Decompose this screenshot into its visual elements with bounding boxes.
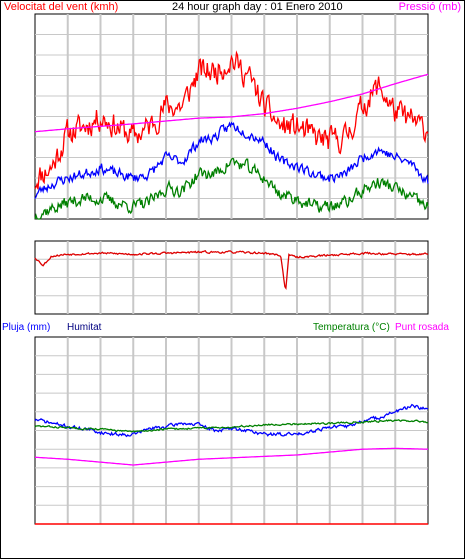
average-line (34, 121, 429, 199)
wind-panel (34, 13, 429, 220)
dewpoint-label: Punt rosada (395, 322, 449, 333)
direction-panel (34, 240, 429, 315)
temperature-label: Temperatura (°C) (313, 322, 390, 333)
rain-label: Pluja (mm) (2, 322, 50, 333)
direction-line (34, 250, 429, 291)
climate-panel (34, 336, 429, 525)
pressure-label: Pressió (mb) (399, 1, 461, 13)
direction-grid (35, 241, 428, 314)
wind-speed-label: Velocitat del vent (kmh) (4, 1, 118, 13)
min_wind-line (34, 157, 429, 220)
pressure-line (34, 73, 429, 133)
dewpoint-line (35, 447, 428, 466)
chart-title: 24 hour graph day : 01 Enero 2010 (172, 1, 343, 13)
climate-series (34, 403, 429, 525)
gust-line (34, 50, 429, 190)
temperature-line (34, 419, 429, 433)
humidity-label: Humitat (67, 322, 102, 333)
wind-series (34, 50, 429, 220)
direction-series (34, 250, 429, 291)
